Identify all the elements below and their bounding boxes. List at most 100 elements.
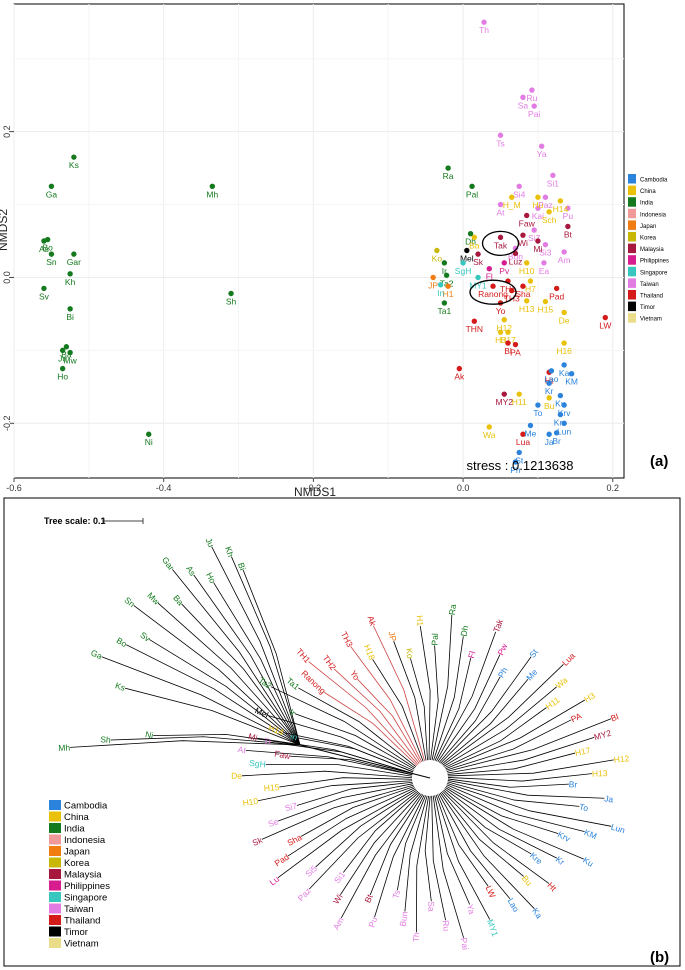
tree-branch: [308, 661, 419, 765]
point-label: Am: [558, 255, 571, 265]
point-label: SgH: [455, 266, 472, 276]
point-label: Si1: [547, 178, 560, 188]
point-st: [516, 449, 522, 456]
y-tick-label: 0.2: [2, 125, 12, 138]
point-label: Kre: [554, 418, 568, 428]
tree-branch: [446, 784, 585, 833]
point-dh: [467, 231, 474, 237]
point-lua: [520, 431, 526, 437]
point-si4: [516, 183, 522, 190]
tree-branch: [279, 777, 413, 788]
tree-leaf-label: Faw: [274, 748, 292, 761]
tree-branch: [308, 790, 419, 890]
point-bun: [512, 245, 519, 251]
tree-branch: [257, 780, 413, 802]
point-label: H14: [553, 204, 569, 214]
point-sh: [228, 290, 234, 297]
tree-branch: [431, 614, 453, 761]
legend-swatch: [49, 915, 61, 925]
x-tick-label: 0.0: [457, 483, 470, 493]
tree-branch: [444, 788, 557, 859]
point-paz: [542, 194, 549, 200]
point-label: Bo: [42, 243, 53, 253]
legend-swatch: [628, 301, 636, 312]
point-label: Th: [479, 25, 489, 35]
tree-branch: [357, 678, 421, 763]
tree-branch: [447, 783, 612, 827]
point-label: Sv: [39, 291, 50, 301]
tree-branch: [410, 658, 428, 761]
legend-swatch: [49, 800, 61, 810]
tree-leaf-label: SgH: [249, 758, 266, 770]
tree-leaf-label: Kh: [223, 545, 236, 558]
tree-branch: [404, 795, 428, 912]
tree-leaf-label: Ir: [288, 707, 298, 718]
tree-branch: [447, 781, 580, 807]
point-ir: [441, 260, 448, 266]
tree-leaf-label: Sh: [100, 734, 112, 745]
tree-branch: [447, 780, 605, 799]
point-bt: [565, 223, 571, 230]
point-jp: [430, 274, 436, 281]
tree-branch: [434, 657, 472, 761]
legend-entry: Vietnam: [64, 939, 99, 950]
point-h10: [523, 260, 530, 266]
point-bl: [505, 340, 511, 346]
point-label: To: [533, 408, 542, 418]
point-label: Bl: [504, 346, 512, 356]
point-sk: [475, 251, 481, 257]
legend-entry: India: [64, 824, 85, 835]
point-label: Ra: [443, 171, 454, 181]
point-bo: [44, 236, 51, 243]
tree-leaf-label: Ju: [204, 536, 217, 549]
tree-branch: [443, 789, 532, 855]
point-label: H1: [443, 289, 454, 299]
point-label: Gar: [67, 257, 81, 267]
tree-branch: [265, 763, 413, 777]
tree-branch: [393, 641, 427, 761]
tree-branch: [287, 787, 416, 857]
point-label: Ba: [469, 240, 480, 250]
tree-branch: [245, 749, 413, 776]
point-ya: [538, 143, 545, 149]
legend-entry: Taiwan: [640, 282, 659, 288]
tree-leaf-label: Ya: [465, 903, 477, 915]
point-sch: [546, 209, 552, 215]
point-label: Ta1: [438, 306, 452, 316]
stress-annotation: stress : 0.1213638: [467, 458, 574, 473]
point-h1: [445, 283, 451, 289]
tree-branch: [437, 794, 489, 887]
point-label: Ya: [537, 149, 547, 159]
panel-b-frame: [3, 497, 681, 967]
point-kr: [546, 380, 552, 386]
tree-branch: [278, 783, 414, 822]
tree-branch: [445, 787, 584, 860]
legend-entry: Korea: [640, 236, 657, 242]
tree-branch: [70, 740, 301, 748]
point-pal: [469, 183, 475, 190]
legend-entry: Cambodia: [640, 178, 668, 184]
point-label: H13: [519, 304, 535, 314]
point-ba: [63, 344, 70, 350]
tree-branch: [447, 778, 569, 788]
point-lun: [561, 420, 567, 427]
tree-leaf-label: Bo: [115, 635, 129, 649]
tree-branch: [419, 626, 431, 761]
tree-leaf-label: De: [231, 771, 242, 781]
point-label: H17: [500, 335, 516, 345]
point-label: Hu: [532, 200, 543, 210]
point-mel: [464, 247, 470, 254]
point-label: Ju: [58, 353, 67, 363]
tree-branch: [211, 546, 301, 746]
point-label: At: [496, 208, 505, 218]
tree-branch: [438, 793, 511, 900]
legend-entry: Timor: [64, 927, 88, 938]
point-label: Sa: [518, 100, 529, 110]
legend-entry: Thailand: [64, 916, 100, 927]
panel-a-ticks: -0.6 -0.4 -0.2 0.0 0.2 -0.2 0.0 0.2: [2, 125, 619, 493]
point-label: St: [515, 455, 524, 465]
tree-leaf-label: PA: [569, 711, 583, 725]
legend-entry: Japan: [640, 224, 656, 230]
legend-entry: Philippines: [64, 881, 110, 892]
